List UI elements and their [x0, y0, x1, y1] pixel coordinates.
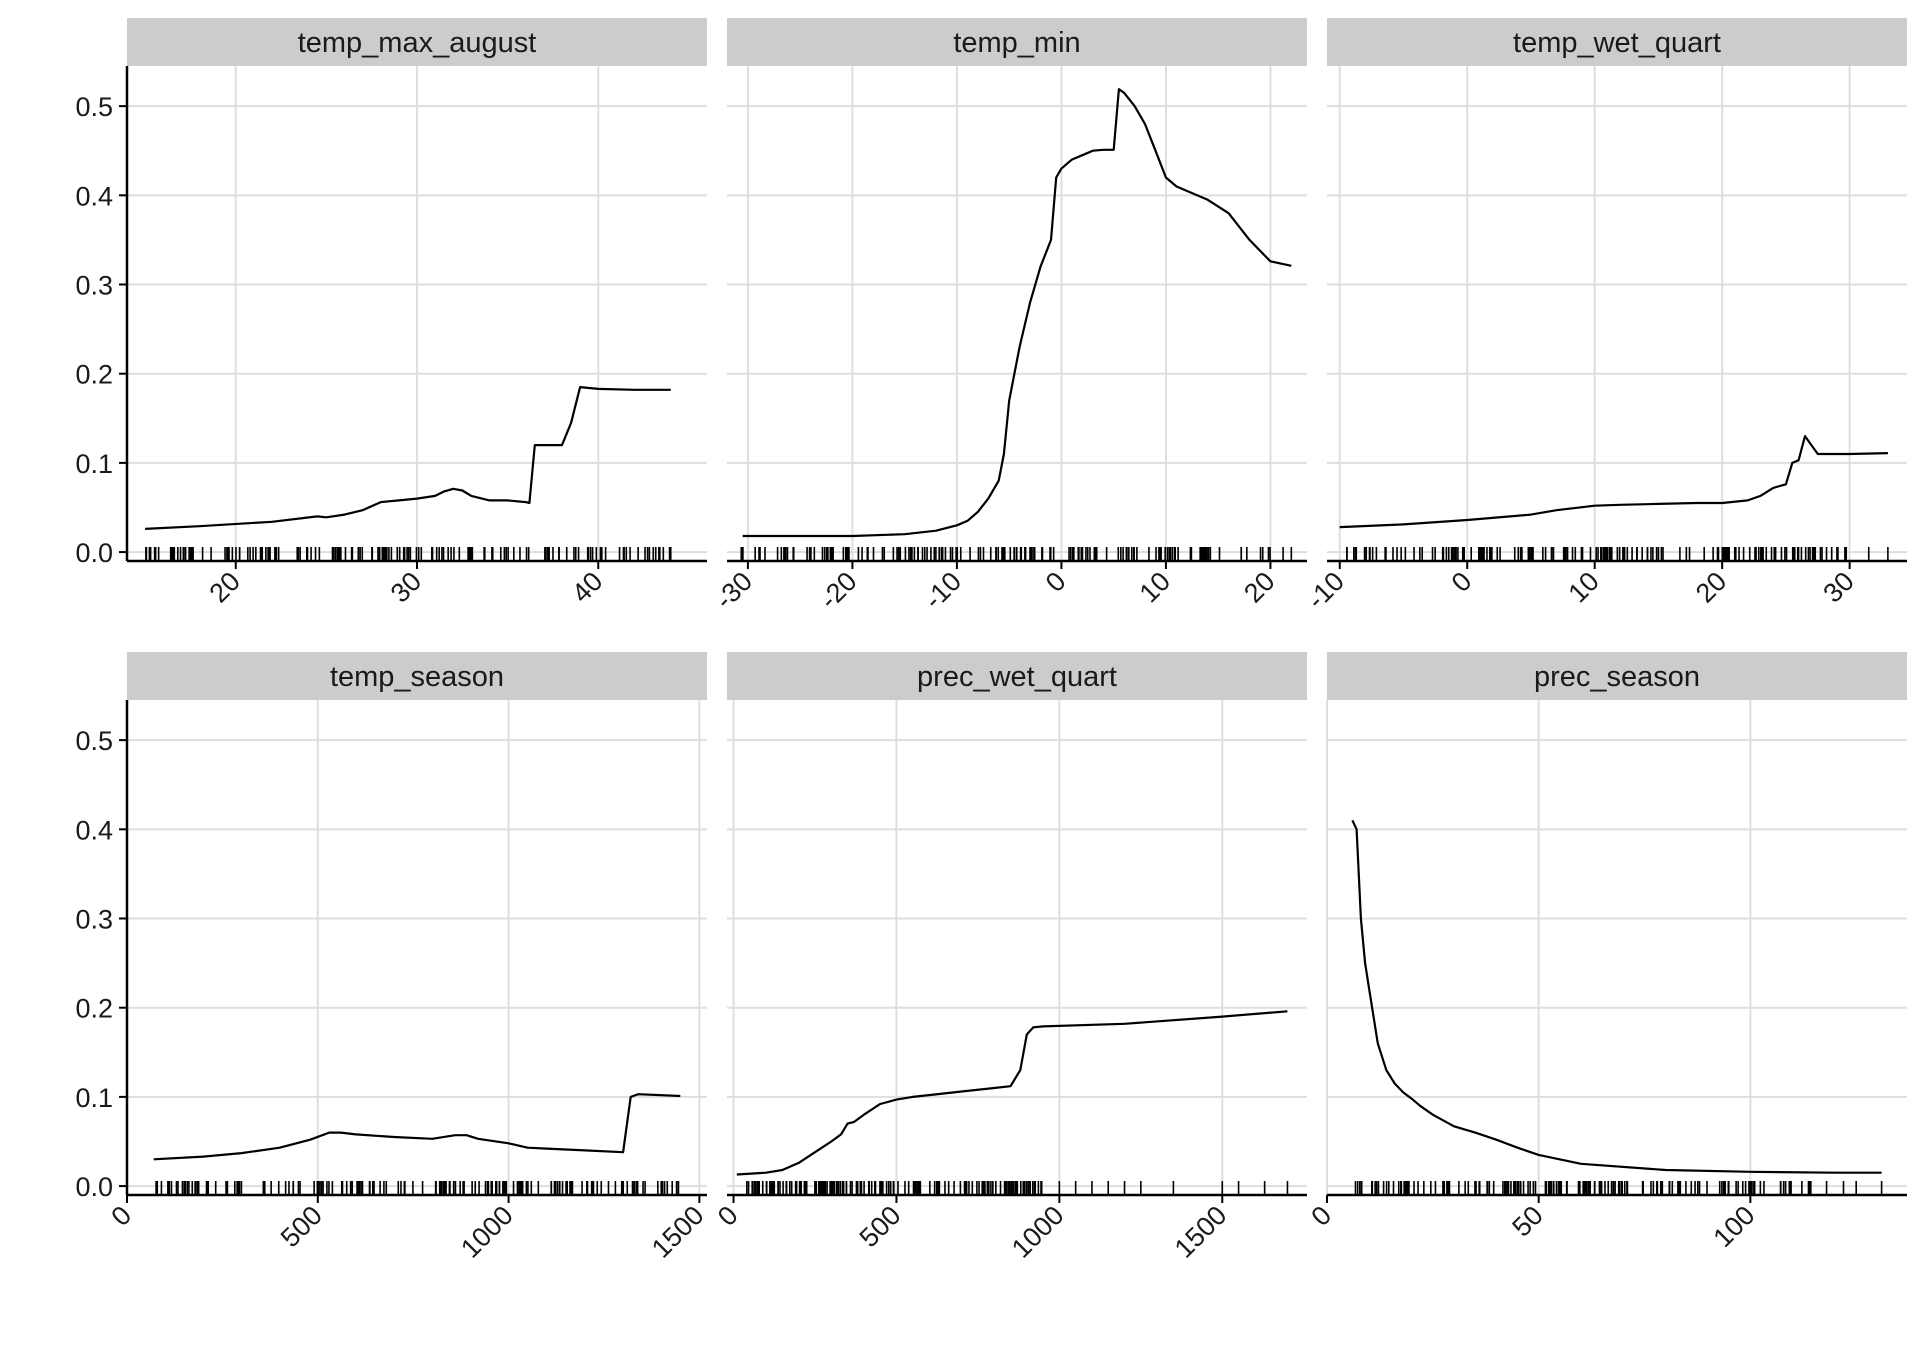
x-tick-label: 10 — [1134, 566, 1176, 608]
y-tick-label: 0.0 — [75, 1172, 113, 1202]
y-tick-label: 0.0 — [75, 538, 113, 568]
x-tick-label: -20 — [814, 566, 863, 615]
y-tick-label: 0.3 — [75, 271, 113, 301]
rug-marks — [145, 547, 672, 561]
y-tick-label: 0.1 — [75, 1083, 113, 1113]
series-line — [1339, 435, 1888, 529]
x-tick-label: 30 — [385, 566, 427, 608]
facet-panel-1: temp_max_august 0.0 0.1 0.2 0.3 0.4 0.5 20 30 40 — [75, 18, 707, 608]
facet-strip — [727, 652, 1307, 700]
x-tick-label: 20 — [204, 566, 246, 608]
y-tick-label: 0.2 — [75, 994, 113, 1024]
facet-strip-label: prec_season — [1534, 661, 1700, 693]
rug-marks — [155, 1181, 680, 1195]
series-line — [145, 386, 671, 530]
facet-strip — [1327, 652, 1907, 700]
facet-strip-label: temp_max_august — [298, 27, 537, 59]
rug-marks — [1346, 547, 1889, 561]
x-tick-label: 0 — [1305, 1200, 1337, 1232]
y-tick-label: 0.5 — [75, 92, 113, 122]
y-tick-label: 0.4 — [75, 181, 113, 211]
facet-panel-6: prec_season 0 50 100 — [1305, 652, 1907, 1253]
y-tick-label: 0.3 — [75, 905, 113, 935]
series-line — [153, 1093, 681, 1161]
rug-marks — [746, 1181, 1289, 1195]
x-tick-label: 1000 — [1006, 1200, 1070, 1264]
y-tick-label: 0.5 — [75, 726, 113, 756]
rug-marks — [740, 547, 1293, 561]
x-tick-label: -30 — [709, 566, 758, 615]
x-tick-label: 500 — [275, 1200, 328, 1253]
x-tick-label: -10 — [918, 566, 967, 615]
x-tick-label: 0 — [1040, 566, 1072, 598]
y-tick-label: 0.4 — [75, 815, 113, 845]
x-tick-label: 1000 — [455, 1200, 519, 1264]
y-tick-label: 0.1 — [75, 449, 113, 479]
x-tick-label: 20 — [1690, 566, 1732, 608]
y-tick-label: 0.2 — [75, 360, 113, 390]
facet-panel-5: prec_wet_quart 0 500 1000 1500 — [712, 652, 1307, 1264]
facet-strip — [727, 18, 1307, 66]
x-tick-label: 0 — [712, 1200, 744, 1232]
facet-panel-3: temp_wet_quart -10 0 10 20 30 — [1301, 18, 1907, 615]
series-line — [742, 88, 1292, 538]
facet-panel-4: temp_season 0.0 0.1 0.2 0.3 0.4 0.5 0 500 1000 150… — [75, 652, 710, 1264]
x-tick-label: -10 — [1301, 566, 1350, 615]
facet-panel-2: temp_min -30 -20 -10 0 10 20 — [709, 18, 1307, 615]
facet-strip — [127, 652, 707, 700]
x-tick-label: 500 — [854, 1200, 907, 1253]
x-tick-label: 1500 — [646, 1200, 710, 1264]
facet-strip — [1327, 18, 1907, 66]
x-tick-label: 50 — [1506, 1200, 1548, 1242]
x-tick-label: 30 — [1817, 566, 1859, 608]
rug-marks — [1354, 1181, 1883, 1195]
facet-strip-label: temp_min — [953, 27, 1080, 59]
facet-strip-label: temp_wet_quart — [1513, 27, 1721, 59]
x-tick-label: 0 — [1446, 566, 1478, 598]
facet-strip — [127, 18, 707, 66]
x-tick-label: 40 — [566, 566, 608, 608]
x-tick-label: 1500 — [1169, 1200, 1233, 1264]
x-tick-label: 100 — [1708, 1200, 1761, 1253]
facet-strip-label: prec_wet_quart — [917, 661, 1117, 693]
x-tick-label: 10 — [1562, 566, 1604, 608]
series-line — [736, 1010, 1288, 1176]
x-tick-label: 20 — [1238, 566, 1280, 608]
facet-strip-label: temp_season — [330, 661, 504, 693]
x-tick-label: 0 — [105, 1200, 137, 1232]
series-line — [1351, 819, 1882, 1174]
